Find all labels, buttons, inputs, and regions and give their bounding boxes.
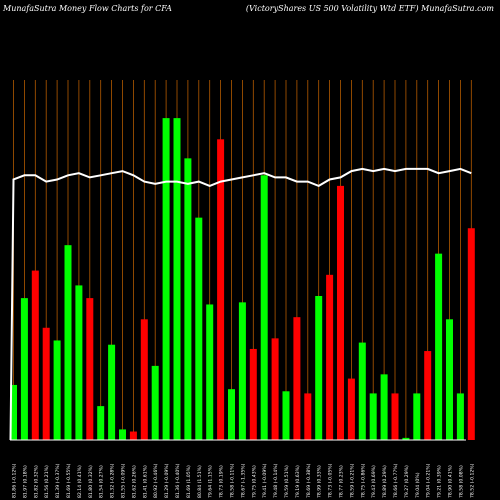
x-tick-label: 81.36 (-0.40%) xyxy=(175,463,181,498)
x-tick-label: 78.73 (-0.05%) xyxy=(328,463,334,498)
bar xyxy=(119,429,126,440)
bar xyxy=(282,391,290,440)
bar xyxy=(162,118,170,440)
x-tick-label: 78.59 (-0.21%) xyxy=(349,463,355,498)
bar xyxy=(228,389,235,440)
x-tick-label: 81.62 (0.26%) xyxy=(131,465,137,498)
chart-title: MunafaSutra Money Flow Charts for CFA xyxy=(3,4,172,13)
bar xyxy=(20,298,28,440)
x-tick-label: 79.04 (0%) xyxy=(415,472,421,498)
bar xyxy=(42,327,50,440)
x-tick-label: 81.41 (0.61%) xyxy=(142,465,148,498)
bar xyxy=(315,296,323,440)
bar xyxy=(64,245,72,440)
x-tick-label: 81.86 (-0.12%) xyxy=(12,463,18,498)
x-tick-label: 79.41 (-0.09%) xyxy=(262,463,268,498)
x-tick-label: 78.77 (0.23%) xyxy=(339,465,345,498)
x-tick-label: 80.92 (-0.46%) xyxy=(153,463,159,498)
x-tick-label: 79.64 (1.15%) xyxy=(208,465,214,498)
bar xyxy=(271,338,279,440)
bar xyxy=(173,118,181,440)
bar xyxy=(413,393,421,440)
bar xyxy=(10,384,17,440)
bar xyxy=(249,348,257,440)
x-tick-label: 79.59 (0.51%) xyxy=(284,465,290,498)
x-tick-label: 79.19 (0.63%) xyxy=(295,465,301,498)
bar xyxy=(402,437,410,440)
bar xyxy=(446,319,453,440)
bar xyxy=(217,139,225,440)
x-tick-label: 79.75 (0.43%) xyxy=(251,465,257,498)
bar xyxy=(358,342,366,440)
bar xyxy=(260,175,268,440)
bar xyxy=(238,302,246,440)
x-tick-label: 81.56 (0.21%) xyxy=(44,465,50,498)
x-tick-label: 81.82 (0.32%) xyxy=(33,465,39,498)
x-tick-label: 78.58 (0.08%) xyxy=(458,465,464,498)
chart-subtitle: (VictoryShares US 500 Volatility Wtd ETF… xyxy=(245,4,494,13)
x-tick-label: 78.52 (-0.12%) xyxy=(469,463,475,498)
x-tick-label: 81.54 (0.27%) xyxy=(99,465,105,498)
bar xyxy=(293,317,301,440)
x-tick-label: 80.84 (1.51%) xyxy=(197,465,203,498)
x-tick-label: 78.89 (0.29%) xyxy=(382,465,388,498)
x-tick-label: 81.97 (0.18%) xyxy=(22,465,28,498)
bar xyxy=(75,285,83,440)
price-line xyxy=(9,167,472,441)
x-tick-label: 81.55 (-0.09%) xyxy=(121,463,127,498)
bar xyxy=(304,393,312,440)
x-tick-label: 79.27 (0.29%) xyxy=(404,465,410,498)
bar xyxy=(97,406,105,440)
bar xyxy=(140,319,148,440)
bar xyxy=(380,374,388,440)
bar xyxy=(86,298,94,440)
bar xyxy=(337,185,344,440)
x-tick-label: 79.48 (-0.14%) xyxy=(273,463,279,498)
x-tick-label: 79.04 (-0.21%) xyxy=(426,463,432,498)
bar xyxy=(467,228,475,440)
x-tick-label: 79.43 (0.69%) xyxy=(371,465,377,498)
x-tick-label: 82.14 (0.41%) xyxy=(77,465,83,498)
bar xyxy=(369,393,377,440)
bar xyxy=(456,393,464,440)
bar xyxy=(53,340,61,440)
bar xyxy=(391,393,399,440)
bar xyxy=(129,431,137,440)
x-tick-label: 81.80 (0.32%) xyxy=(88,465,94,498)
x-tick-label: 78.69 (-0.38%) xyxy=(306,463,312,498)
x-tick-label: 78.75 (-0.86%) xyxy=(360,463,366,498)
bar xyxy=(195,217,203,440)
bar xyxy=(31,270,39,440)
x-tick-label: 81.39 (-0.37%) xyxy=(55,463,61,498)
bar xyxy=(326,274,334,440)
x-tick-label: 81.29 (-0.09%) xyxy=(164,463,170,498)
x-tick-label: 81.69 (-0.55%) xyxy=(66,463,72,498)
x-tick-label: 78.67 (-1.35%) xyxy=(240,463,246,498)
bar xyxy=(435,253,443,440)
bar xyxy=(347,378,355,440)
bar xyxy=(108,344,116,440)
x-tick-label: 78.58 (-0.11%) xyxy=(230,463,236,498)
x-tick-label: 78.90 (0.41%) xyxy=(448,465,454,498)
x-tick-label: 78.66 (-0.77%) xyxy=(393,463,399,498)
x-tick-label: 81.32 (-0.28%) xyxy=(110,463,116,498)
bar xyxy=(424,351,432,440)
x-tick-label: 79.21 (0.39%) xyxy=(437,465,443,498)
x-tick-label: 78.73 (0.19%) xyxy=(219,465,225,498)
bar xyxy=(206,304,214,440)
bar xyxy=(184,158,192,440)
bar xyxy=(151,365,159,440)
x-tick-label: 78.99 (0.33%) xyxy=(317,465,323,498)
x-tick-label: 81.69 (1.05%) xyxy=(186,465,192,498)
